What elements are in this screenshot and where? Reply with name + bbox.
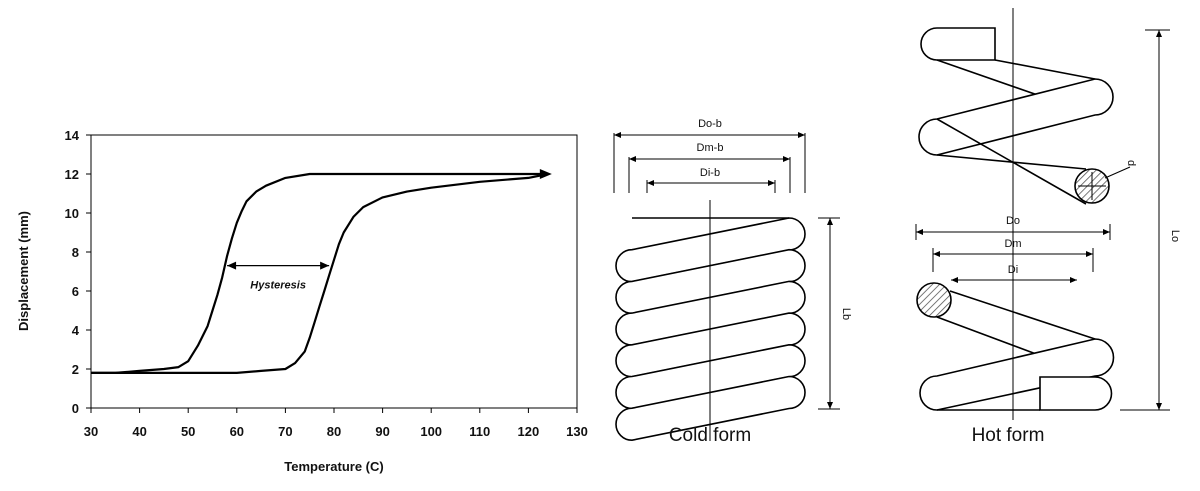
hot-bottom-coil-2	[919, 338, 1115, 411]
lo-label: Lo	[1169, 230, 1181, 242]
y-tick-label: 14	[65, 128, 80, 143]
y-tick-label: 12	[65, 167, 79, 182]
hot-form-caption: Hot form	[972, 425, 1045, 446]
hot-wire-section-bottom	[916, 282, 952, 318]
wire-diameter-label: d	[1125, 160, 1137, 166]
y-tick-label: 2	[72, 362, 79, 377]
x-tick-label: 110	[469, 424, 490, 439]
curve-end-arrow	[539, 169, 552, 179]
cold-form-spring-diagram: Do-b Dm-b Di-b Lb Cold form	[613, 118, 852, 446]
chart-series	[91, 169, 552, 374]
y-tick-label: 10	[65, 206, 79, 221]
y-axis-label: Displacement (mm)	[16, 211, 31, 331]
hot-bottom-end-block	[1039, 376, 1113, 411]
x-tick-label: 60	[230, 424, 244, 439]
x-tick-label: 30	[84, 424, 98, 439]
hysteresis-label: Hysteresis	[250, 280, 306, 292]
x-tick-label: 130	[566, 424, 588, 439]
hot-top-end-block	[920, 27, 996, 61]
x-tick-label: 80	[327, 424, 341, 439]
x-axis-label: Temperature (C)	[284, 459, 383, 474]
di-b-label: Di-b	[700, 167, 720, 179]
y-tick-label: 4	[72, 323, 80, 338]
x-tick-label: 90	[375, 424, 389, 439]
x-axis-ticks: 30 40 50 60 70 80 90 100 110 120 130	[84, 408, 588, 439]
wire-diameter-leader	[1104, 166, 1131, 179]
displacement-temperature-chart: 30 40 50 60 70 80 90 100 110 120 130 0 2 4 6 8 10 12 14 H…	[16, 128, 588, 474]
cooling-curve	[91, 172, 549, 374]
hot-top-coil-2	[918, 78, 1114, 156]
do-b-label: Do-b	[698, 118, 722, 130]
x-tick-label: 40	[132, 424, 146, 439]
hysteresis-annotation: Hysteresis	[227, 261, 330, 292]
y-tick-label: 8	[72, 245, 79, 260]
cold-form-caption: Cold form	[669, 425, 751, 446]
heating-curve	[91, 172, 548, 374]
y-tick-label: 0	[72, 401, 79, 416]
lb-label: Lb	[840, 308, 852, 320]
x-tick-label: 100	[420, 424, 442, 439]
y-axis-ticks: 0 2 4 6 8 10 12 14	[65, 128, 91, 416]
x-tick-label: 70	[278, 424, 292, 439]
y-tick-label: 6	[72, 284, 79, 299]
dm-b-label: Dm-b	[697, 142, 724, 154]
x-tick-label: 50	[181, 424, 195, 439]
hot-top-coil-3	[936, 118, 1087, 205]
hot-form-spring-diagram: d Do Dm Di Lo Hot form	[915, 8, 1181, 446]
x-tick-label: 120	[518, 424, 540, 439]
plot-frame	[90, 134, 578, 409]
